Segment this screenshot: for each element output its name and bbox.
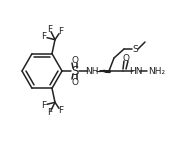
Text: HN: HN bbox=[129, 66, 143, 76]
Text: F: F bbox=[41, 32, 46, 41]
Text: S: S bbox=[132, 44, 138, 54]
Text: NH: NH bbox=[85, 66, 99, 76]
Text: F: F bbox=[58, 27, 64, 36]
Text: O: O bbox=[122, 54, 130, 62]
Text: F: F bbox=[58, 106, 64, 115]
Text: O: O bbox=[72, 56, 79, 64]
Text: F: F bbox=[41, 101, 46, 110]
Text: NH₂: NH₂ bbox=[148, 66, 166, 76]
Text: S: S bbox=[71, 64, 79, 78]
Text: F: F bbox=[47, 25, 53, 34]
Text: O: O bbox=[72, 78, 79, 86]
Text: F: F bbox=[47, 108, 53, 117]
